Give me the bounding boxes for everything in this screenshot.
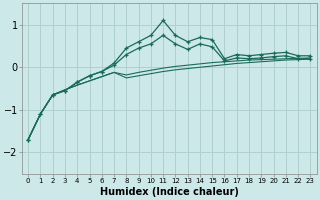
X-axis label: Humidex (Indice chaleur): Humidex (Indice chaleur) bbox=[100, 187, 239, 197]
